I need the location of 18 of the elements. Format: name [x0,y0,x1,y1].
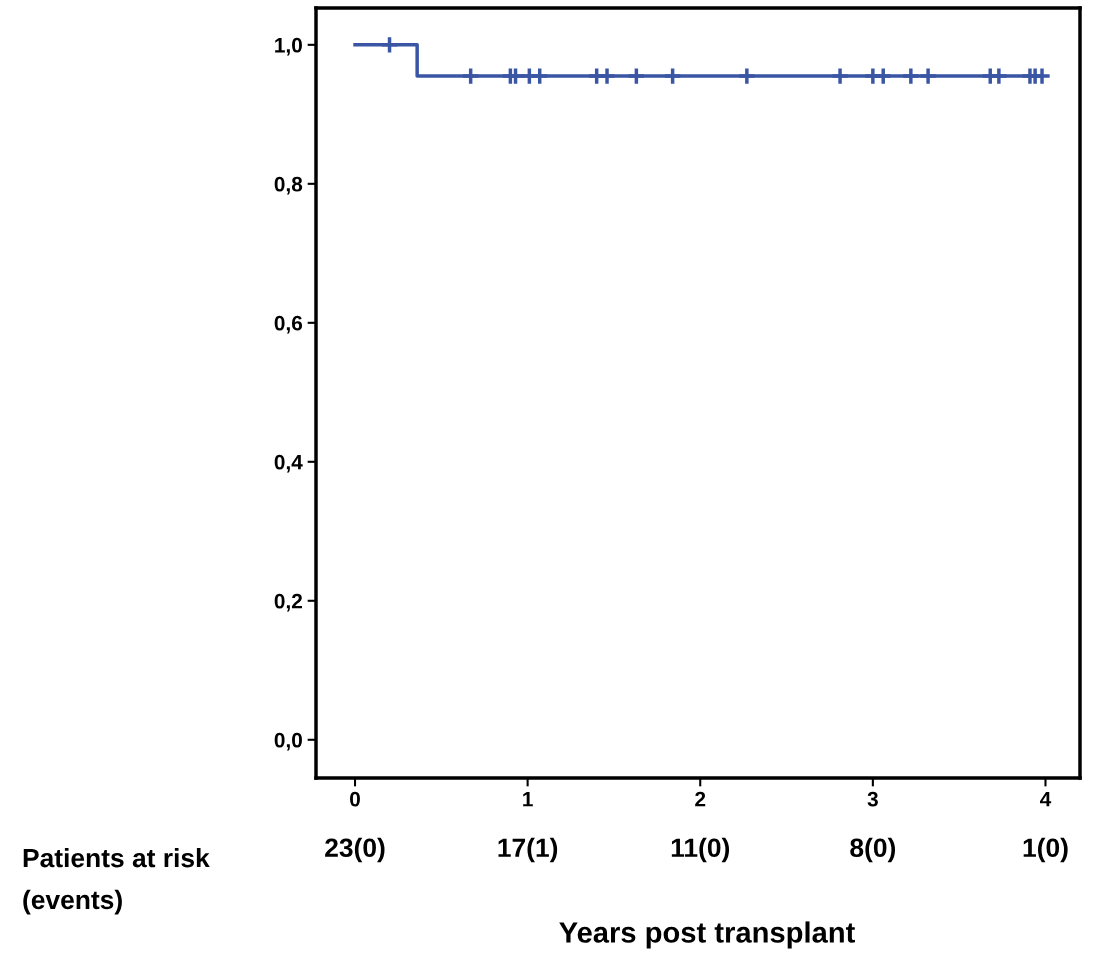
y-tick-label: 0,0 [274,732,302,751]
y-tick-label: 0,4 [274,454,303,473]
text: 23(0) [325,837,385,863]
x-tick-label: 1 [523,791,533,807]
x-tick-label: 3 [867,791,878,807]
y-tick-label: 1,0 [275,37,302,56]
y-tick-label: 0,6 [274,315,303,334]
x-tick-label: 4 [1040,791,1052,807]
x-tick-label: 0 [350,791,360,807]
text: 1(0) [1023,837,1068,863]
y-tick-label: 0,2 [274,593,302,612]
y-tick-label: 0,8 [274,176,303,195]
x-axis-title: Years post transplant [559,921,855,949]
text: 11(0) [671,837,730,863]
text: 17(1) [498,837,558,863]
text: 8(0) [850,837,896,863]
text: Patients at risk (events) [23,848,210,915]
x-tick-label: 2 [695,791,706,807]
